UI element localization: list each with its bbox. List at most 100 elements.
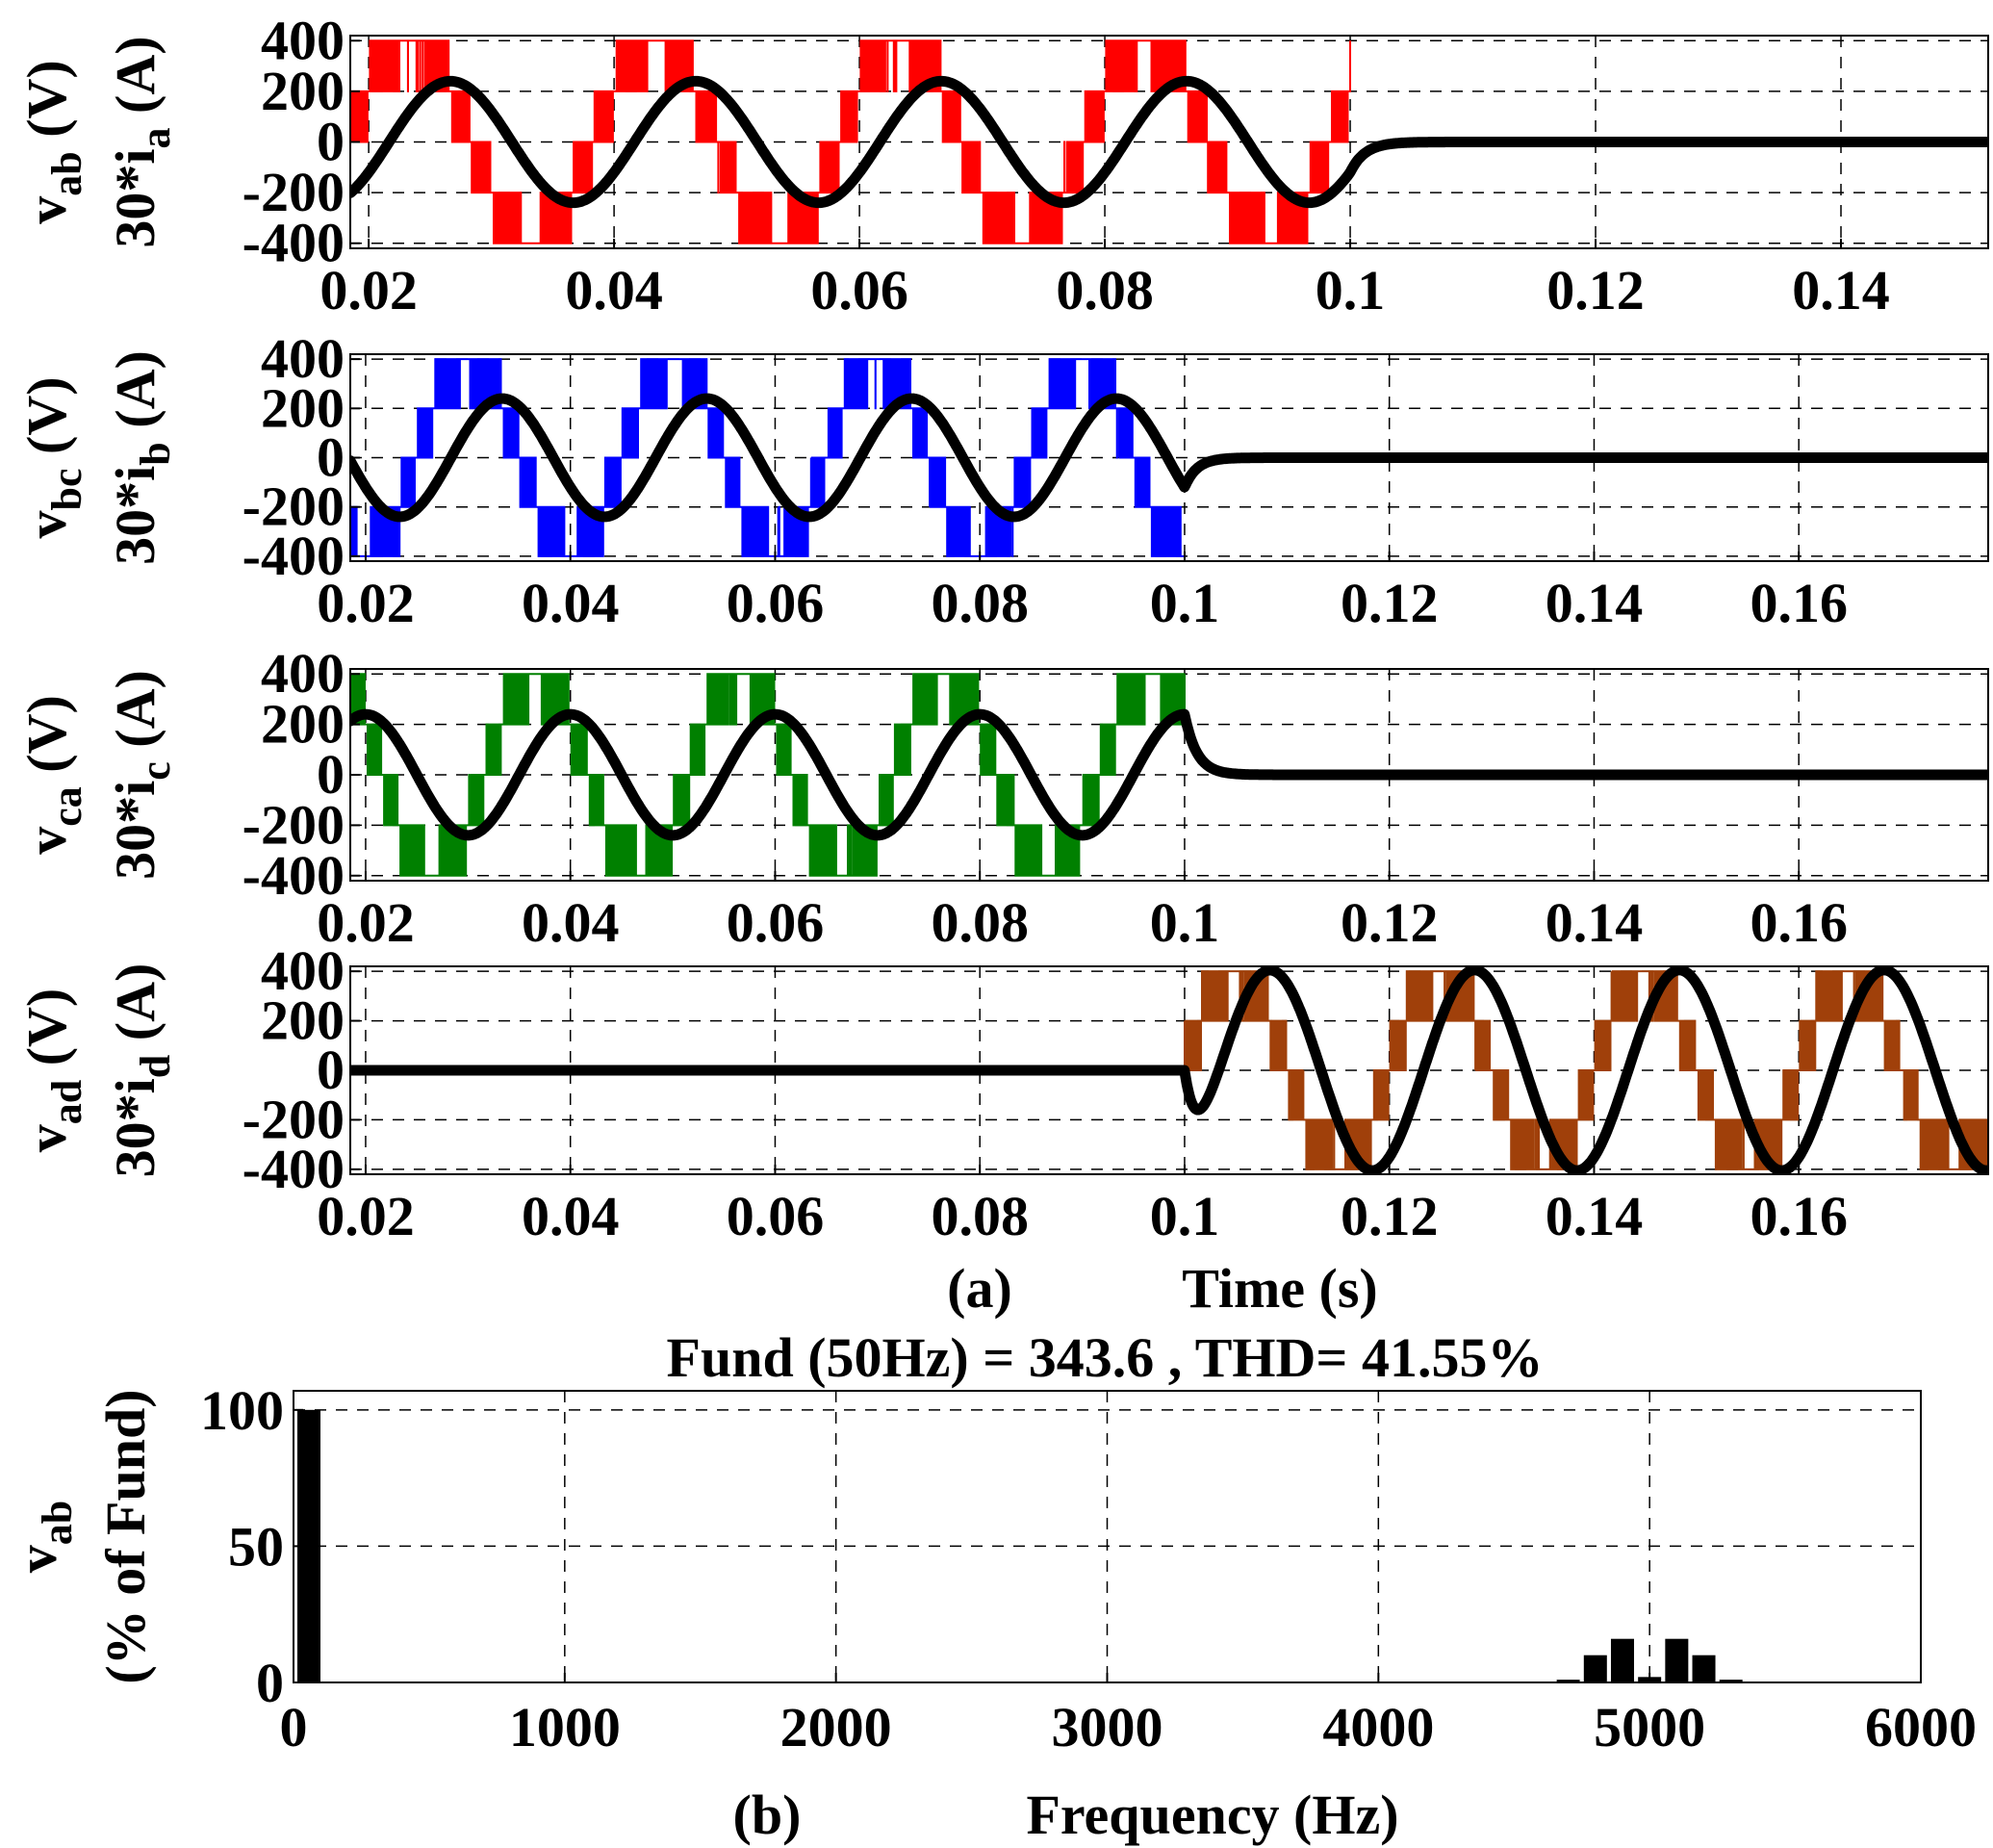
current-axis-label: 30*ic (A) [104, 670, 179, 880]
x-tick-label: 0.14 [1792, 259, 1890, 321]
x-tick-label: 4000 [1322, 1696, 1434, 1758]
y-tick-label: -400 [243, 1138, 345, 1200]
spectrum-title: Fund (50Hz) = 343.6 , THD= 41.55% [667, 1326, 1544, 1389]
current-subscript: b [132, 442, 179, 465]
current-axis-label: 30*ia (A) [104, 36, 179, 247]
current-axis-label: 30*id (A) [104, 963, 179, 1178]
grid-lines [294, 1391, 1921, 1682]
x-tick-label: 0.04 [522, 891, 620, 954]
x-tick-label: 0.12 [1341, 572, 1439, 634]
voltage-axis-label: vad (V) [15, 988, 90, 1153]
y-tick-label: -400 [243, 212, 345, 274]
x-tick-label: 0.04 [565, 259, 663, 321]
voltage-unit: (V) [15, 60, 78, 151]
x-tick-label: 0.16 [1750, 891, 1848, 954]
x-tick-label: 0.08 [931, 572, 1029, 634]
plot-area [350, 358, 1988, 557]
x-tick-label: 0 [280, 1696, 308, 1758]
voltage-symbol: v [15, 827, 78, 855]
y-tick-label: -200 [243, 793, 345, 856]
current-symbol: 30*i [104, 781, 166, 880]
x-tick-label: 0.1 [1150, 572, 1220, 634]
current-subscript: a [132, 127, 179, 148]
y-tick-label: 0 [317, 1039, 345, 1101]
y-tick-label: 200 [261, 376, 345, 439]
current-symbol: 30*i [104, 466, 166, 565]
x-tick-label: 2000 [780, 1696, 892, 1758]
vab-current-trace [350, 75, 1988, 209]
x-tick-label: 5000 [1594, 1696, 1705, 1758]
x-tick-label: 0.1 [1150, 891, 1220, 954]
x-tick-label: 3000 [1052, 1696, 1163, 1758]
current-unit: (A) [104, 963, 166, 1055]
y-tick-label: -400 [243, 844, 345, 907]
y-tick-label: -200 [243, 475, 345, 538]
x-tick-label: 0.08 [1056, 259, 1154, 321]
vbc-current-trace [350, 393, 1988, 523]
x-tick-label: 0.12 [1341, 1185, 1439, 1247]
voltage-subscript: ab [43, 151, 90, 195]
x-tick-label: 0.06 [810, 259, 908, 321]
voltage-unit: (V) [15, 695, 78, 786]
harmonic-bar [1583, 1655, 1607, 1682]
y-tick-label: 400 [261, 939, 345, 1002]
x-tick-label: 0.12 [1546, 259, 1645, 321]
harmonic-bar [1610, 1638, 1634, 1682]
x-tick-label: 0.04 [522, 1185, 620, 1247]
current-symbol: 30*i [104, 148, 166, 247]
panel-a-caption: (a) [947, 1257, 1012, 1320]
x-tick-label: 0.12 [1341, 891, 1439, 954]
current-unit: (A) [104, 350, 166, 442]
current-unit: (A) [104, 36, 166, 127]
vab-voltage-trace [350, 39, 1351, 244]
current-axis-label: 30*ib (A) [104, 350, 179, 565]
x-tick-label: 0.06 [727, 572, 825, 634]
x-tick-label: 6000 [1865, 1696, 1977, 1758]
harmonic-bar [1665, 1638, 1689, 1682]
voltage-symbol: v [15, 1124, 78, 1152]
y-tick-label: 0 [317, 743, 345, 806]
current-unit: (A) [104, 670, 166, 761]
voltage-subscript: ad [43, 1080, 90, 1124]
x-tick-label: 0.08 [931, 1185, 1029, 1247]
x-tick-label: 0.06 [727, 891, 825, 954]
x-tick-label: 0.14 [1546, 572, 1644, 634]
x-tick-label: 0.04 [522, 572, 620, 634]
x-tick-label: 0.14 [1546, 1185, 1644, 1247]
y-tick-label: 200 [261, 60, 345, 122]
spectrum-y-label-line2: (% of Fund) [94, 1389, 157, 1683]
x-tick-label: 0.02 [319, 259, 418, 321]
y-tick-label: -200 [243, 1088, 345, 1150]
voltage-unit: (V) [15, 988, 78, 1080]
x-tick-label: 0.16 [1750, 1185, 1848, 1247]
harmonic-bar [1556, 1680, 1580, 1682]
panel-b-caption: (b) [733, 1784, 802, 1846]
y-tick-label: 0 [256, 1652, 284, 1714]
y-tick-label: 100 [200, 1379, 284, 1442]
vad-current-trace [350, 966, 1988, 1174]
voltage-symbol: v [15, 511, 78, 539]
voltage-symbol: v [15, 196, 78, 224]
x-tick-label: 0.14 [1546, 891, 1644, 954]
vca-current-trace [350, 708, 1988, 841]
y-tick-label: -200 [243, 161, 345, 223]
harmonic-bar [1719, 1680, 1743, 1682]
x-tick-label: 1000 [509, 1696, 621, 1758]
x-tick-label: 0.08 [931, 891, 1029, 954]
current-subscript: c [132, 761, 179, 781]
harmonic-bar [1692, 1655, 1716, 1682]
y-tick-label: 200 [261, 693, 345, 756]
x-tick-label: 0.1 [1316, 259, 1386, 321]
vad-voltage-trace [1184, 970, 1988, 1170]
y-tick-label: 200 [261, 989, 345, 1052]
plot-area [350, 39, 1988, 244]
x-axis-label: Time (s) [1182, 1257, 1378, 1320]
current-subscript: d [132, 1055, 179, 1078]
x-tick-label: 0.06 [727, 1185, 825, 1247]
